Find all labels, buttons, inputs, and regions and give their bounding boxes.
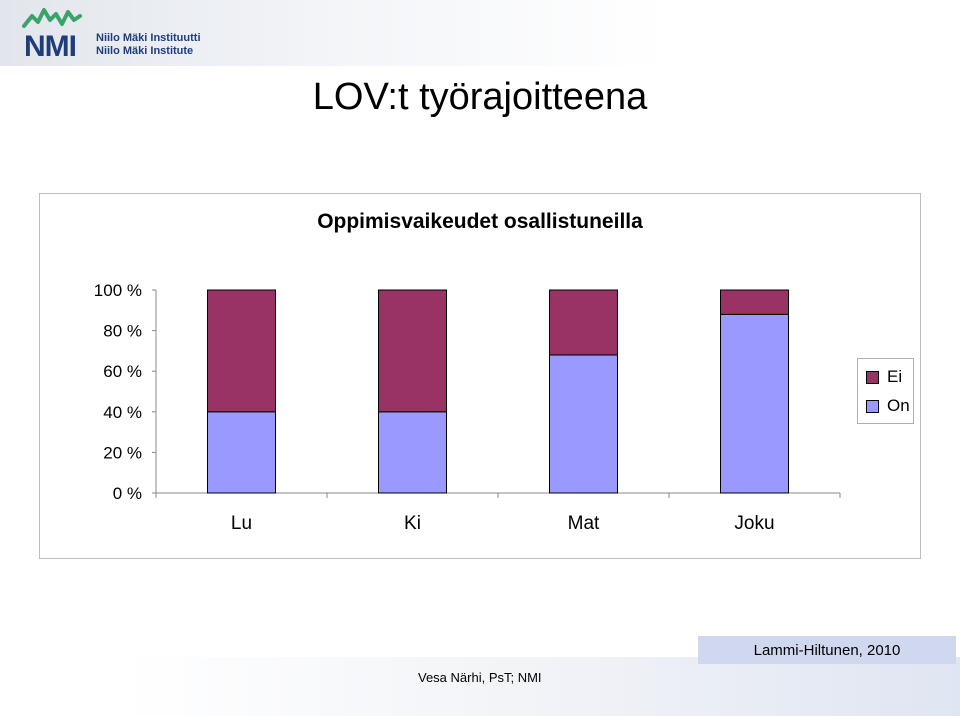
bar-on-mat: [549, 354, 618, 494]
y-tick-label: 80 %: [103, 322, 142, 341]
header-band: NMI Niilo Mäki Instituutti Niilo Mäki In…: [0, 0, 960, 66]
bar-ei-lu: [207, 289, 276, 413]
bar-ei-ki: [378, 289, 447, 413]
logo-line-en: Niilo Mäki Institute: [96, 45, 194, 57]
bar-ei-mat: [549, 289, 618, 356]
stacked-bar-chart: 0 % 20 % 40 % 60 % 80 % 100 % Lu Ki Mat Joku: [94, 281, 841, 534]
source-citation: Lammi-Hiltunen, 2010: [753, 642, 901, 659]
bar-on-joku: [720, 313, 789, 494]
nmi-logo: NMI Niilo Mäki Instituutti Niilo Mäki In…: [22, 4, 222, 63]
chart-frame: Oppimisvaikeudet osallistuneilla 0 % 20 %…: [39, 193, 921, 559]
x-category-label: Ki: [404, 513, 421, 534]
x-category-label: Lu: [231, 513, 252, 534]
chart-legend: Ei On: [857, 358, 914, 424]
x-category-label: Mat: [568, 513, 600, 534]
legend-swatch-on: [866, 399, 879, 413]
y-tick-label: 40 %: [103, 403, 142, 422]
legend-label-on: On: [887, 396, 910, 415]
x-category-label: Joku: [734, 513, 774, 534]
slide-title: LOV:t työrajoitteena: [312, 76, 648, 118]
y-tick-label: 20 %: [103, 443, 142, 462]
footer-author: Vesa Närhi, PsT; NMI: [418, 670, 542, 685]
legend-item-ei: Ei: [866, 366, 902, 388]
y-tick-label: 60 %: [103, 362, 142, 381]
logo-text: Niilo Mäki Instituutti Niilo Mäki Instit…: [96, 32, 201, 58]
footer-band: [122, 657, 960, 716]
chart-title: Oppimisvaikeudet osallistuneilla: [317, 210, 643, 233]
source-box: Lammi-Hiltunen, 2010: [698, 636, 956, 664]
logo-letters: NMI: [24, 30, 77, 63]
legend-item-on: On: [866, 395, 910, 417]
bar-ei-joku: [720, 289, 789, 315]
y-tick-label: 100 %: [94, 281, 142, 300]
y-tick-label: 0 %: [113, 484, 142, 503]
legend-label-ei: Ei: [887, 367, 903, 386]
bar-on-lu: [207, 411, 276, 494]
bar-on-ki: [378, 411, 447, 494]
nmi-wave-icon: [22, 8, 82, 28]
legend-swatch-ei: [866, 370, 879, 384]
logo-line-fi: Niilo Mäki Instituutti: [96, 32, 201, 44]
